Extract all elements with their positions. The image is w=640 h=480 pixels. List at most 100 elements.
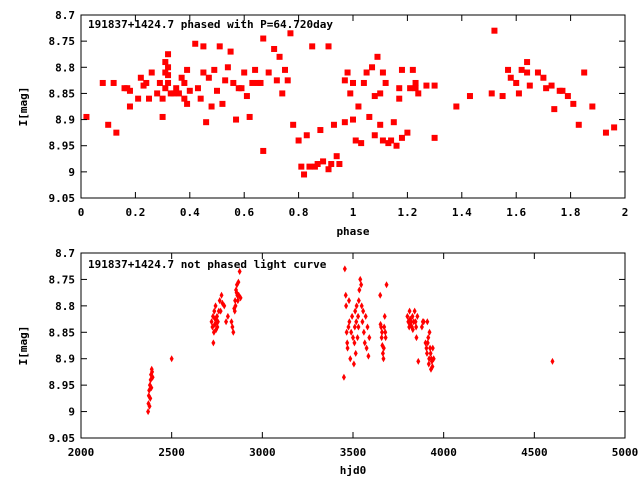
data-point	[380, 328, 385, 336]
x-tick-label: 2000	[68, 446, 95, 459]
data-point	[431, 134, 438, 141]
data-point	[200, 43, 207, 50]
data-point	[212, 307, 217, 315]
data-point	[358, 275, 363, 283]
data-point	[83, 113, 90, 120]
data-point	[377, 121, 384, 128]
data-point	[146, 408, 151, 416]
data-point	[384, 281, 389, 289]
data-point	[354, 302, 359, 310]
data-point	[165, 79, 172, 86]
phased-light-curve-panel: 0 0.2 0.4 0.6 0.8 1 1.2 1.4 1.6 1.8 2 8.7 8.75 8.8 8.8…	[17, 9, 628, 238]
y-tick-label: 8.8	[55, 300, 75, 313]
data-point	[354, 318, 359, 326]
data-point	[412, 307, 417, 315]
data-point	[350, 312, 355, 320]
data-point	[205, 74, 212, 81]
data-point	[113, 129, 120, 136]
unphased-light-curve-panel: 2000 2500 3000 3500 4000 4500 5000 8.7 8.75 8.8 8.…	[17, 247, 638, 477]
data-point	[351, 334, 355, 342]
data-point	[423, 82, 430, 89]
data-point	[382, 323, 387, 331]
data-point	[265, 69, 272, 76]
data-point	[364, 344, 369, 352]
data-point	[356, 297, 361, 305]
data-point	[382, 312, 387, 320]
data-point	[165, 72, 172, 79]
data-point	[219, 291, 224, 299]
data-point	[236, 278, 241, 286]
data-point	[345, 339, 350, 347]
data-point	[378, 291, 383, 299]
data-point	[218, 307, 223, 315]
data-point	[231, 328, 236, 336]
data-point	[341, 373, 346, 381]
data-point	[543, 85, 550, 92]
data-point	[170, 90, 177, 97]
data-point	[379, 334, 384, 342]
x-tick-label: 0.2	[125, 206, 145, 219]
data-point	[513, 79, 520, 86]
data-point	[431, 355, 436, 363]
data-point	[257, 79, 264, 86]
data-point	[371, 132, 378, 139]
data-point	[425, 339, 430, 347]
data-point	[416, 357, 421, 365]
data-point	[217, 297, 222, 305]
data-point	[341, 77, 348, 84]
data-point	[317, 127, 324, 134]
data-point	[398, 134, 405, 141]
data-point	[410, 326, 415, 334]
data-point	[238, 85, 245, 92]
data-point	[224, 318, 229, 326]
data-point	[430, 363, 435, 371]
data-point	[428, 349, 433, 357]
data-point	[110, 79, 117, 86]
data-point	[426, 334, 431, 342]
data-point	[383, 328, 388, 336]
data-point	[276, 53, 283, 60]
data-point	[396, 95, 403, 102]
data-point	[381, 344, 386, 352]
data-point	[526, 82, 533, 89]
data-point	[222, 302, 227, 310]
data-point	[425, 318, 430, 326]
data-point	[290, 121, 297, 128]
data-point	[360, 318, 365, 326]
data-point	[366, 352, 371, 360]
data-point	[225, 312, 230, 320]
data-point	[367, 334, 372, 342]
data-point	[427, 328, 432, 336]
data-point	[342, 265, 347, 273]
y-tick-label: 9	[68, 166, 75, 179]
data-point	[341, 119, 348, 126]
data-point	[135, 95, 142, 102]
data-point	[430, 344, 435, 352]
plot-frame	[80, 14, 626, 199]
x-tick-label: 1.2	[397, 206, 417, 219]
data-point	[409, 318, 414, 326]
data-point	[540, 74, 547, 81]
data-point	[379, 323, 384, 331]
data-point	[396, 85, 403, 92]
data-point	[184, 100, 191, 107]
data-point	[355, 334, 360, 342]
data-point	[99, 79, 106, 86]
data-point	[353, 349, 358, 357]
data-point	[224, 64, 231, 71]
x-tick-label: 3500	[340, 446, 367, 459]
data-point	[333, 153, 340, 160]
x-tick-label: 4500	[521, 446, 548, 459]
data-point	[415, 90, 422, 97]
data-point	[380, 349, 385, 357]
y-tick-label: 8.9	[55, 353, 75, 366]
data-point	[518, 66, 525, 73]
data-point	[271, 45, 278, 52]
data-point	[428, 344, 433, 352]
y-tick-label: 8.7	[55, 247, 75, 260]
data-point	[343, 291, 348, 299]
data-point	[301, 171, 308, 178]
data-point	[344, 69, 351, 76]
x-tick-label: 0.6	[234, 206, 254, 219]
data-point	[219, 100, 226, 107]
